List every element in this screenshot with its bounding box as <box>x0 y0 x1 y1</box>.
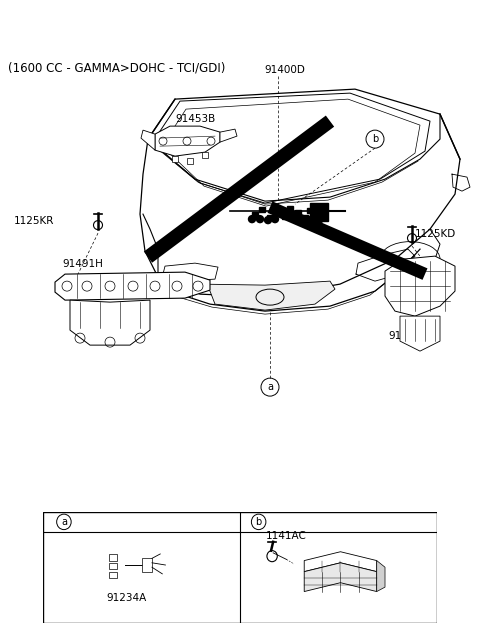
Bar <box>259 207 265 212</box>
Text: 1125KD: 1125KD <box>415 229 456 239</box>
Polygon shape <box>200 281 335 310</box>
Polygon shape <box>304 563 377 592</box>
Text: a: a <box>61 517 67 527</box>
Polygon shape <box>220 129 237 142</box>
Bar <box>302 215 308 220</box>
Text: 1141AC: 1141AC <box>266 532 307 541</box>
Circle shape <box>316 216 324 222</box>
Polygon shape <box>304 552 377 571</box>
Circle shape <box>264 217 272 224</box>
Bar <box>109 563 117 569</box>
Bar <box>307 208 313 212</box>
Text: 91453B: 91453B <box>175 114 215 124</box>
Circle shape <box>249 216 255 222</box>
Polygon shape <box>55 272 210 300</box>
Text: 91234A: 91234A <box>106 593 146 603</box>
Bar <box>109 554 117 561</box>
Bar <box>202 152 208 158</box>
Text: 91400D: 91400D <box>264 65 305 75</box>
Text: 91491H: 91491H <box>62 259 103 269</box>
Bar <box>282 214 288 219</box>
Bar <box>267 215 273 220</box>
Polygon shape <box>385 256 455 316</box>
Bar <box>295 210 301 215</box>
Text: b: b <box>255 517 262 527</box>
Bar <box>109 571 117 578</box>
Text: (1600 CC - GAMMA>DOHC - TCI/GDI): (1600 CC - GAMMA>DOHC - TCI/GDI) <box>8 61 226 74</box>
Polygon shape <box>70 300 150 345</box>
Polygon shape <box>400 316 440 351</box>
Bar <box>287 205 293 210</box>
Bar <box>275 208 281 212</box>
Circle shape <box>272 216 278 222</box>
Circle shape <box>256 216 264 222</box>
Text: b: b <box>372 134 378 144</box>
Text: 1125KR: 1125KR <box>14 216 54 226</box>
Bar <box>172 156 178 162</box>
Circle shape <box>309 216 315 222</box>
Polygon shape <box>377 561 385 592</box>
Polygon shape <box>141 130 155 150</box>
Text: a: a <box>267 382 273 392</box>
Bar <box>187 158 193 164</box>
Bar <box>310 203 328 221</box>
Text: 91747: 91747 <box>388 331 421 341</box>
Bar <box>252 212 258 217</box>
Polygon shape <box>155 126 220 156</box>
Bar <box>142 559 152 571</box>
